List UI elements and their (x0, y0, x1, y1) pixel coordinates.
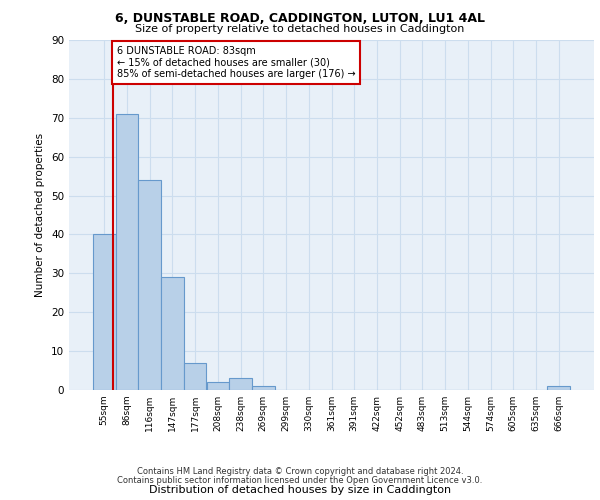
Text: Contains public sector information licensed under the Open Government Licence v3: Contains public sector information licen… (118, 476, 482, 485)
Bar (93, 234, 116, 390)
Bar (184, 363, 206, 390)
Bar (206, 382, 229, 390)
Text: 6 DUNSTABLE ROAD: 83sqm
← 15% of detached houses are smaller (30)
85% of semi-de: 6 DUNSTABLE ROAD: 83sqm ← 15% of detache… (117, 46, 355, 79)
Bar (547, 386, 570, 390)
Bar (139, 180, 161, 390)
Text: 6, DUNSTABLE ROAD, CADDINGTON, LUTON, LU1 4AL: 6, DUNSTABLE ROAD, CADDINGTON, LUTON, LU… (115, 12, 485, 26)
Bar (229, 378, 252, 390)
Text: Contains HM Land Registry data © Crown copyright and database right 2024.: Contains HM Land Registry data © Crown c… (137, 467, 463, 476)
Bar (252, 386, 275, 390)
Text: Distribution of detached houses by size in Caddington: Distribution of detached houses by size … (149, 485, 451, 495)
Bar (161, 277, 184, 390)
Y-axis label: Number of detached properties: Number of detached properties (35, 133, 46, 297)
Bar (116, 114, 139, 390)
Text: Size of property relative to detached houses in Caddington: Size of property relative to detached ho… (136, 24, 464, 34)
